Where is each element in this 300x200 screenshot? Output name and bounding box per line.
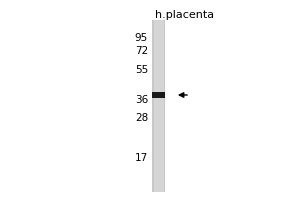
Text: 28: 28	[135, 113, 148, 123]
Bar	[154, 20, 164, 192]
Text: 72: 72	[135, 46, 148, 56]
Bar	[152, 92, 165, 98]
Text: 17: 17	[135, 153, 148, 163]
Text: 36: 36	[135, 95, 148, 105]
Text: 95: 95	[135, 33, 148, 43]
Text: h.placenta: h.placenta	[155, 10, 214, 20]
Bar	[152, 20, 165, 192]
Text: 55: 55	[135, 65, 148, 75]
